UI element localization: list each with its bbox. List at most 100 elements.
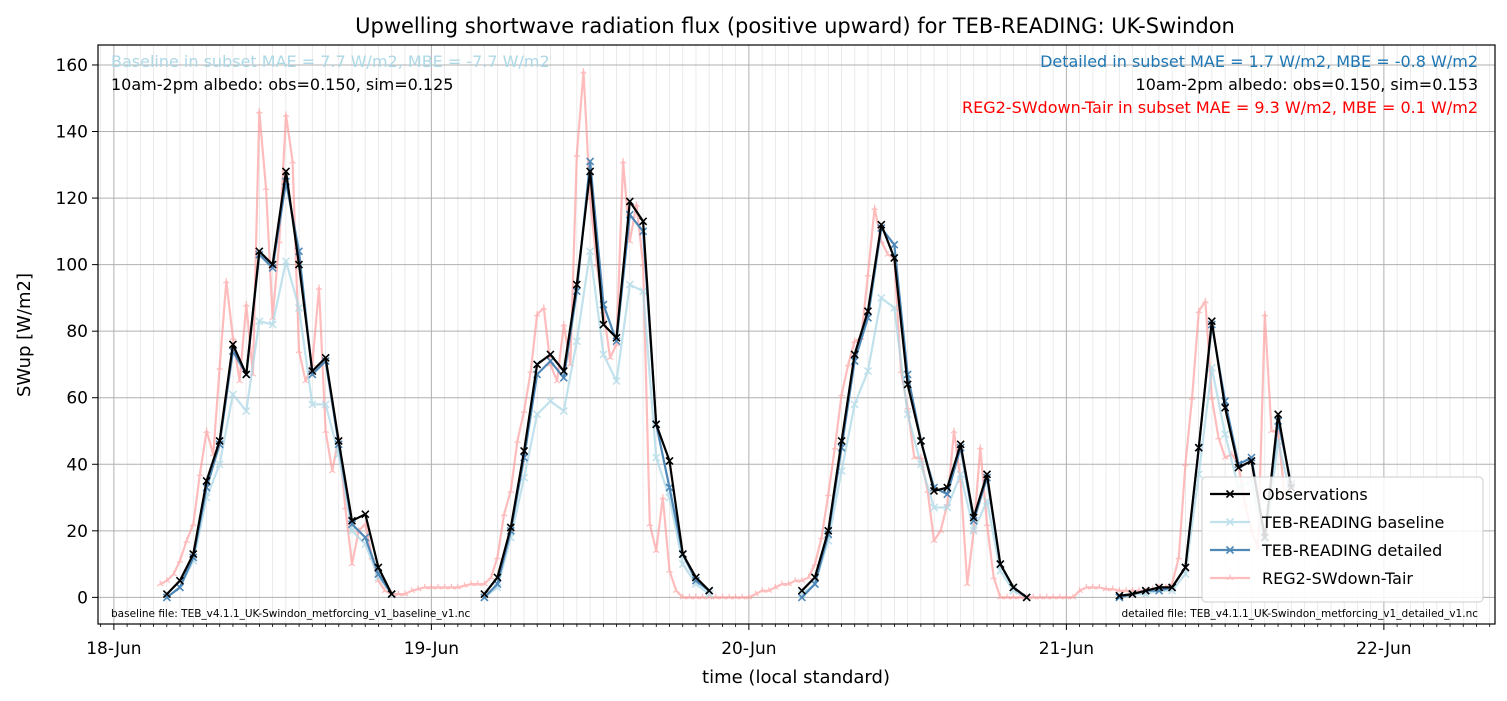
plot-frame — [97, 44, 1496, 625]
data-point — [282, 111, 290, 118]
x-axis-label: time (local standard) — [702, 667, 890, 688]
y-tick-label: 160 — [56, 56, 88, 76]
data-point — [976, 444, 984, 450]
data-point — [1195, 307, 1203, 314]
reg2-stats-annotation: REG2-SWdown-Tair in subset MAE = 9.3 W/m… — [962, 98, 1478, 117]
data-point — [619, 157, 627, 164]
data-point — [797, 593, 806, 602]
data-point — [580, 68, 587, 74]
data-point — [441, 583, 449, 590]
data-point — [884, 251, 892, 257]
data-point — [798, 577, 806, 584]
data-point — [229, 334, 237, 341]
data-point — [242, 370, 251, 379]
data-point — [778, 580, 786, 587]
data-point — [294, 303, 304, 312]
data-point — [421, 583, 429, 590]
data-point — [672, 587, 680, 593]
data-point — [990, 573, 998, 580]
data-point — [1141, 586, 1150, 595]
data-point — [824, 526, 833, 535]
data-point — [546, 350, 555, 359]
series-line — [159, 70, 1293, 599]
legend-swatch — [1210, 489, 1250, 499]
data-point — [1056, 593, 1064, 600]
legend-swatch — [1210, 517, 1250, 527]
data-point — [758, 587, 766, 593]
legend-box — [1201, 476, 1484, 603]
data-point — [374, 563, 383, 572]
data-point — [1221, 430, 1230, 439]
data-point — [838, 390, 845, 397]
data-point — [1168, 583, 1177, 592]
data-point — [586, 247, 595, 256]
data-point — [268, 260, 277, 269]
data-point — [1208, 394, 1216, 400]
y-tick-label: 20 — [66, 522, 88, 542]
data-point — [1009, 583, 1018, 592]
data-point — [937, 527, 944, 534]
legend-marker — [1225, 517, 1235, 527]
y-tick-label: 40 — [66, 455, 88, 475]
data-point — [1247, 456, 1256, 466]
series-line — [483, 250, 710, 599]
data-point — [797, 586, 806, 595]
data-point — [612, 377, 621, 386]
x-axis-ticks: 18-Jun 19-Jun 20-Jun 21-Jun 22-Jun — [86, 624, 1491, 659]
data-point — [863, 307, 873, 316]
x-tick-label: 19-Jun — [404, 639, 459, 659]
data-point — [956, 440, 965, 449]
data-point — [850, 400, 859, 409]
data-point — [242, 406, 251, 416]
data-point — [203, 427, 210, 434]
data-point — [699, 593, 706, 600]
data-point — [983, 520, 991, 527]
detailed-stats-annotation: Detailed in subset MAE = 1.7 W/m2, MBE =… — [1040, 52, 1478, 71]
data-point — [176, 557, 184, 564]
data-point — [691, 573, 700, 582]
data-point — [268, 263, 277, 273]
data-point — [943, 503, 952, 512]
data-point — [1261, 311, 1269, 317]
data-point — [281, 257, 291, 266]
data-point — [659, 494, 667, 500]
data-point — [679, 593, 687, 600]
data-point — [982, 470, 992, 479]
data-point — [1122, 587, 1130, 593]
data-point — [646, 520, 654, 527]
data-point — [1096, 583, 1103, 590]
data-point — [347, 520, 357, 529]
data-point — [387, 589, 396, 599]
data-point — [692, 593, 700, 600]
data-point — [381, 587, 389, 593]
data-point — [1215, 434, 1222, 440]
data-point — [559, 406, 568, 416]
series-line — [483, 170, 710, 595]
data-point — [1234, 463, 1243, 472]
data-point — [347, 526, 357, 535]
data-point — [527, 367, 535, 374]
baseline-stats-annotation: Baseline in subset MAE = 7.7 W/m2, MBE =… — [111, 52, 550, 71]
data-point — [507, 487, 515, 494]
data-point — [930, 537, 938, 544]
data-point — [262, 184, 270, 191]
data-point — [533, 360, 542, 369]
data-point — [481, 580, 488, 587]
detailed-albedo-annotation: 10am-2pm albedo: obs=0.150, sim=0.153 — [1136, 75, 1478, 94]
data-point — [328, 467, 336, 474]
data-point — [805, 573, 812, 580]
legend-label: TEB-READING baseline — [1261, 513, 1444, 532]
data-point — [560, 321, 568, 327]
data-point — [540, 304, 548, 311]
data-point — [1069, 593, 1077, 600]
data-point — [996, 560, 1005, 569]
data-point — [322, 427, 329, 434]
data-point — [222, 277, 230, 284]
x-tick-label: 22-Jun — [1356, 639, 1411, 659]
data-point — [480, 593, 489, 602]
data-point — [170, 570, 177, 577]
series-line — [801, 296, 1028, 599]
data-point — [295, 347, 303, 354]
data-point — [1102, 585, 1110, 592]
data-point — [1247, 453, 1256, 462]
